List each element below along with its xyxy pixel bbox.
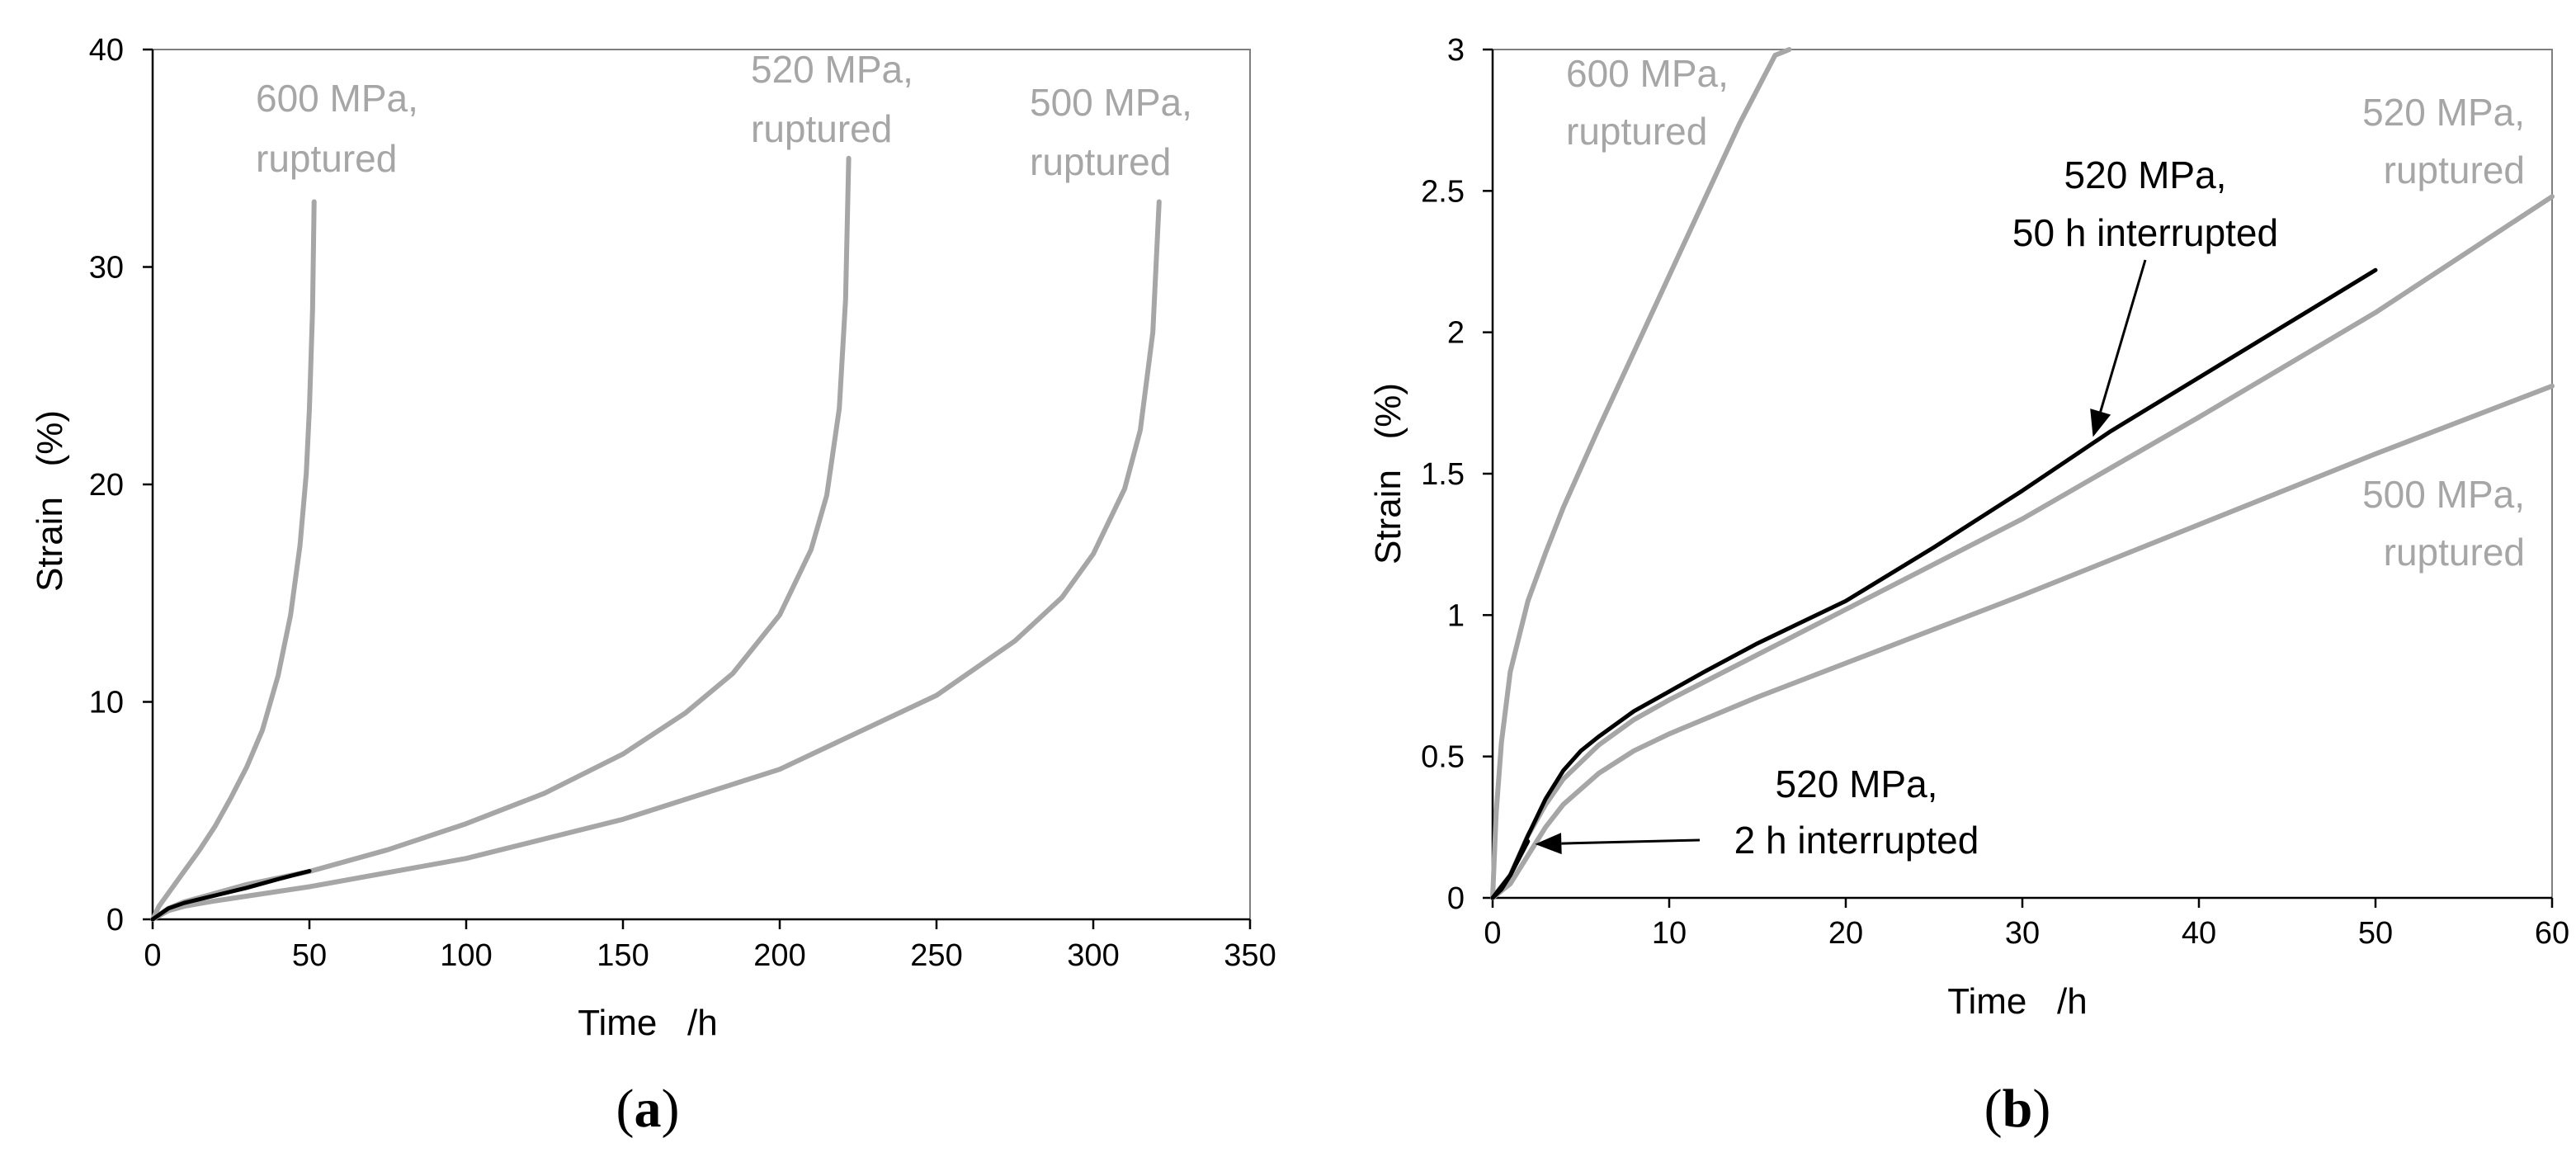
panel-a-annotation-500-line2: ruptured (1030, 140, 1171, 183)
panel-a-axes (143, 48, 1252, 929)
panel-b-series-600-mpa-ruptured (1490, 47, 1792, 900)
panel-a-annotation-600-line1: 600 MPa, (256, 77, 418, 120)
panel-a-x-axis-title: Time /h (578, 1003, 718, 1043)
panel-a-annotation-520-line2: ruptured (751, 107, 892, 150)
panel-a-x-tick-label: 50 (292, 938, 327, 973)
panel-a-series-520-mpa-50-h-interrupted (150, 869, 312, 922)
panel-a-x-tick-label: 300 (1067, 938, 1119, 973)
panel-b-arrowhead-2h (1535, 833, 1562, 855)
panel-b-x-tick-label: 10 (1652, 916, 1687, 951)
panel-b-x-tick-label: 0 (1484, 916, 1501, 951)
panel-a-x-tick-label: 0 (144, 938, 161, 973)
panel-a-x-tick-label: 100 (440, 938, 492, 973)
panel-b-x-tick-label: 50 (2358, 916, 2393, 951)
panel-b-annotation-520-line2: ruptured (2384, 149, 2525, 191)
panel-a-label-close: ) (662, 1079, 680, 1139)
panel-b-label-letter: b (2003, 1079, 2033, 1139)
panel-a-x-tick-label: 250 (910, 938, 962, 973)
panel-b-y-tick-label: 3 (1447, 33, 1465, 68)
panel-a-annotation-600-line2: ruptured (256, 137, 397, 180)
panel-b-annotation-600-line2: ruptured (1566, 110, 1707, 153)
panel-b-y-tick-label: 1 (1447, 598, 1465, 633)
panel-a-y-tick-label: 30 (89, 251, 124, 286)
panel-a-series-500-mpa-ruptured (150, 199, 1162, 922)
panel-a-y-tick-label: 40 (89, 33, 124, 68)
panel-a-label-open: ( (616, 1079, 635, 1139)
panel-b-y-tick-label: 1.5 (1421, 457, 1465, 492)
chart-panel-a: 0 50 100 150 200 250 300 350 0 10 20 30 40 Time /h S… (30, 33, 1276, 1139)
panel-b-y-axis-title: Strain (%) (1368, 383, 1408, 564)
panel-b-series-520-mpa-2-h-interrupted (1490, 839, 1531, 900)
panel-b-annotation-2h-line1: 520 MPa, (1776, 763, 1938, 805)
panel-b-annotation-2h-line2: 2 h interrupted (1734, 819, 1979, 862)
panel-b-x-tick-label: 30 (2005, 916, 2040, 951)
panel-b-x-tick-label: 20 (1828, 916, 1863, 951)
chart-panel-b: 0 10 20 30 40 50 60 0 0.5 1 1.5 2 2.5 3 Time /h Strai… (1368, 33, 2569, 1139)
panel-a-x-tick-label: 150 (597, 938, 649, 973)
panel-b-label: (b) (1984, 1079, 2051, 1139)
panel-b-y-tick-label: 0.5 (1421, 740, 1465, 775)
panel-b-annotation-520-line1: 520 MPa, (2362, 91, 2525, 134)
panel-a-x-tick-label: 350 (1224, 938, 1276, 973)
panel-b-series (1490, 47, 2555, 900)
panel-b-x-axis-title: Time /h (1947, 981, 2088, 1022)
panel-a-y-axis-title: Strain (%) (30, 410, 70, 592)
panel-b-annotation-500-line2: ruptured (2384, 531, 2525, 574)
panel-b-y-tick-label: 2 (1447, 316, 1465, 351)
panel-b-label-close: ) (2032, 1079, 2050, 1139)
panel-b-series-500-mpa-ruptured (1490, 383, 2555, 900)
panel-b-arrow-50h (2099, 259, 2147, 413)
panel-b-y-tick-label: 0 (1447, 881, 1465, 916)
panel-b-annotation-600-line1: 600 MPa, (1566, 52, 1729, 95)
panel-b-x-tick-label: 40 (2182, 916, 2216, 951)
panel-b-series-520-mpa-50-h-interrupted (1490, 267, 2378, 900)
panel-a-label: (a) (616, 1079, 680, 1139)
panel-a-series (150, 155, 1162, 922)
panel-a-annotation-500-line1: 500 MPa, (1030, 81, 1192, 124)
panel-a-tick-labels: 0 50 100 150 200 250 300 350 0 10 20 30 40 (89, 33, 1276, 973)
panel-b-arrow-2h (1561, 838, 1701, 845)
panel-a-x-tick-label: 200 (753, 938, 805, 973)
panel-a-y-tick-label: 0 (106, 903, 124, 937)
panel-a-annotation-520-line1: 520 MPa, (751, 48, 913, 91)
panel-b-axes (1483, 48, 2554, 908)
panel-a-series-600-mpa-ruptured (150, 199, 317, 922)
panel-a-y-tick-label: 20 (89, 468, 124, 503)
panel-b-y-tick-label: 2.5 (1421, 174, 1465, 209)
panel-b-arrowhead-50h (2090, 408, 2111, 437)
panel-a-y-tick-label: 10 (89, 686, 124, 720)
panel-b-annotation-500-line1: 500 MPa, (2362, 473, 2525, 516)
panel-a-label-letter: a (635, 1079, 662, 1139)
panel-b-x-tick-label: 60 (2535, 916, 2569, 951)
panel-b-annotation-50h-line2: 50 h interrupted (2012, 211, 2278, 254)
panel-b-annotation-50h-line1: 520 MPa, (2064, 153, 2227, 196)
panel-a-series-520-mpa-ruptured (150, 155, 852, 922)
panel-b-label-open: ( (1984, 1079, 2003, 1139)
panel-b-tick-labels: 0 10 20 30 40 50 60 0 0.5 1 1.5 2 2.5 3 (1421, 33, 2569, 951)
